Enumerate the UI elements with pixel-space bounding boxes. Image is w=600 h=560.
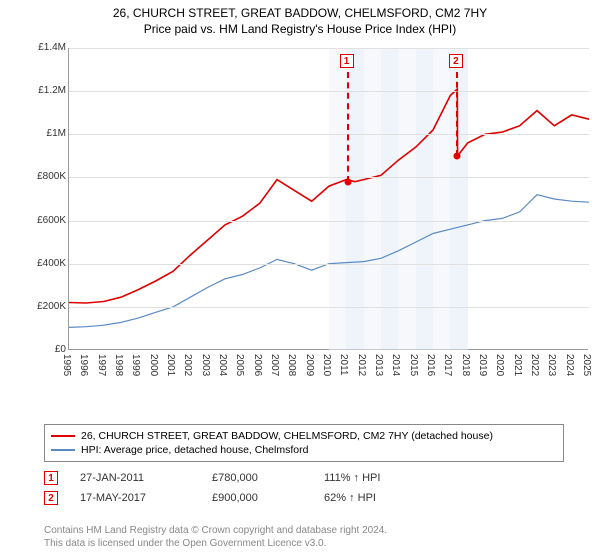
- y-axis-label: £200K: [36, 301, 66, 312]
- chart-container: 26, CHURCH STREET, GREAT BADDOW, CHELMSF…: [0, 0, 600, 560]
- x-axis-label: 2020: [494, 354, 505, 376]
- grid-line: [69, 91, 589, 92]
- x-axis-label: 2000: [148, 354, 159, 376]
- chart-lines-svg: [69, 48, 589, 350]
- transaction-date: 17-MAY-2017: [80, 492, 190, 504]
- legend-item: 26, CHURCH STREET, GREAT BADDOW, CHELMSF…: [51, 429, 557, 443]
- grid-line: [69, 221, 589, 222]
- transaction-row: 2 17-MAY-2017 £900,000 62% ↑ HPI: [44, 488, 434, 508]
- x-axis-label: 2019: [477, 354, 488, 376]
- legend-swatch: [51, 449, 75, 451]
- title-line-2: Price paid vs. HM Land Registry's House …: [0, 22, 600, 38]
- x-axis-label: 1996: [78, 354, 89, 376]
- x-axis-label: 2018: [460, 354, 471, 376]
- y-axis-label: £1.2M: [36, 85, 66, 96]
- x-axis-label: 1998: [113, 354, 124, 376]
- transaction-price: £900,000: [212, 492, 302, 504]
- x-axis-label: 2005: [234, 354, 245, 376]
- x-axis-label: 2013: [373, 354, 384, 376]
- marker-label: 2: [449, 54, 463, 68]
- y-axis-label: £400K: [36, 258, 66, 269]
- series-line-property: [69, 89, 589, 303]
- x-axis-label: 2024: [564, 354, 575, 376]
- transactions-table: 1 27-JAN-2011 £780,000 111% ↑ HPI 2 17-MAY-20…: [44, 468, 434, 508]
- footnote: Contains HM Land Registry data © Crown c…: [44, 524, 387, 550]
- footnote-line-2: This data is licensed under the Open Gov…: [44, 537, 387, 550]
- legend: 26, CHURCH STREET, GREAT BADDOW, CHELMSF…: [44, 424, 564, 462]
- x-axis-label: 2021: [512, 354, 523, 376]
- transaction-price: £780,000: [212, 472, 302, 484]
- marker-line: [456, 72, 458, 156]
- transaction-marker: 2: [44, 491, 58, 505]
- x-axis-label: 2010: [321, 354, 332, 376]
- chart-title: 26, CHURCH STREET, GREAT BADDOW, CHELMSF…: [0, 0, 600, 37]
- plot-area: £0£200K£400K£600K£800K£1M£1.2M£1.4M19951…: [68, 48, 588, 350]
- y-axis-label: £800K: [36, 171, 66, 182]
- legend-swatch: [51, 435, 75, 437]
- footnote-line-1: Contains HM Land Registry data © Crown c…: [44, 524, 387, 537]
- x-axis-label: 2022: [529, 354, 540, 376]
- grid-line: [69, 264, 589, 265]
- marker-label: 1: [340, 54, 354, 68]
- transaction-marker: 1: [44, 471, 58, 485]
- x-axis-label: 2011: [338, 354, 349, 376]
- x-axis-label: 1995: [61, 354, 72, 376]
- legend-label: HPI: Average price, detached house, Chel…: [81, 444, 308, 456]
- y-axis-label: £1M: [36, 128, 66, 139]
- y-axis-label: £1.4M: [36, 42, 66, 53]
- grid-line: [69, 307, 589, 308]
- marker-line: [347, 72, 349, 182]
- grid-line: [69, 177, 589, 178]
- grid-line: [69, 48, 589, 49]
- transaction-pct: 62% ↑ HPI: [324, 492, 434, 504]
- x-axis-label: 2017: [442, 354, 453, 376]
- chart-area: £0£200K£400K£600K£800K£1M£1.2M£1.4M19951…: [34, 48, 588, 380]
- grid-line: [69, 134, 589, 135]
- x-axis-label: 2003: [200, 354, 211, 376]
- marker-dot: [453, 152, 460, 159]
- legend-label: 26, CHURCH STREET, GREAT BADDOW, CHELMSF…: [81, 430, 493, 442]
- transaction-pct: 111% ↑ HPI: [324, 472, 434, 484]
- x-axis-label: 2015: [408, 354, 419, 376]
- x-axis-label: 2012: [356, 354, 367, 376]
- title-line-1: 26, CHURCH STREET, GREAT BADDOW, CHELMSF…: [0, 6, 600, 22]
- x-axis-label: 2006: [252, 354, 263, 376]
- x-axis-label: 2025: [581, 354, 592, 376]
- x-axis-label: 2016: [425, 354, 436, 376]
- x-axis-label: 1999: [130, 354, 141, 376]
- x-axis-label: 2014: [390, 354, 401, 376]
- legend-item: HPI: Average price, detached house, Chel…: [51, 443, 557, 457]
- transaction-row: 1 27-JAN-2011 £780,000 111% ↑ HPI: [44, 468, 434, 488]
- x-axis-label: 2023: [546, 354, 557, 376]
- x-axis-label: 2002: [182, 354, 193, 376]
- x-axis-label: 2001: [165, 354, 176, 376]
- x-axis-label: 2009: [304, 354, 315, 376]
- x-axis-label: 2004: [217, 354, 228, 376]
- transaction-date: 27-JAN-2011: [80, 472, 190, 484]
- x-axis-label: 1997: [96, 354, 107, 376]
- y-axis-label: £600K: [36, 215, 66, 226]
- x-axis-label: 2008: [286, 354, 297, 376]
- marker-dot: [344, 178, 351, 185]
- x-axis-label: 2007: [269, 354, 280, 376]
